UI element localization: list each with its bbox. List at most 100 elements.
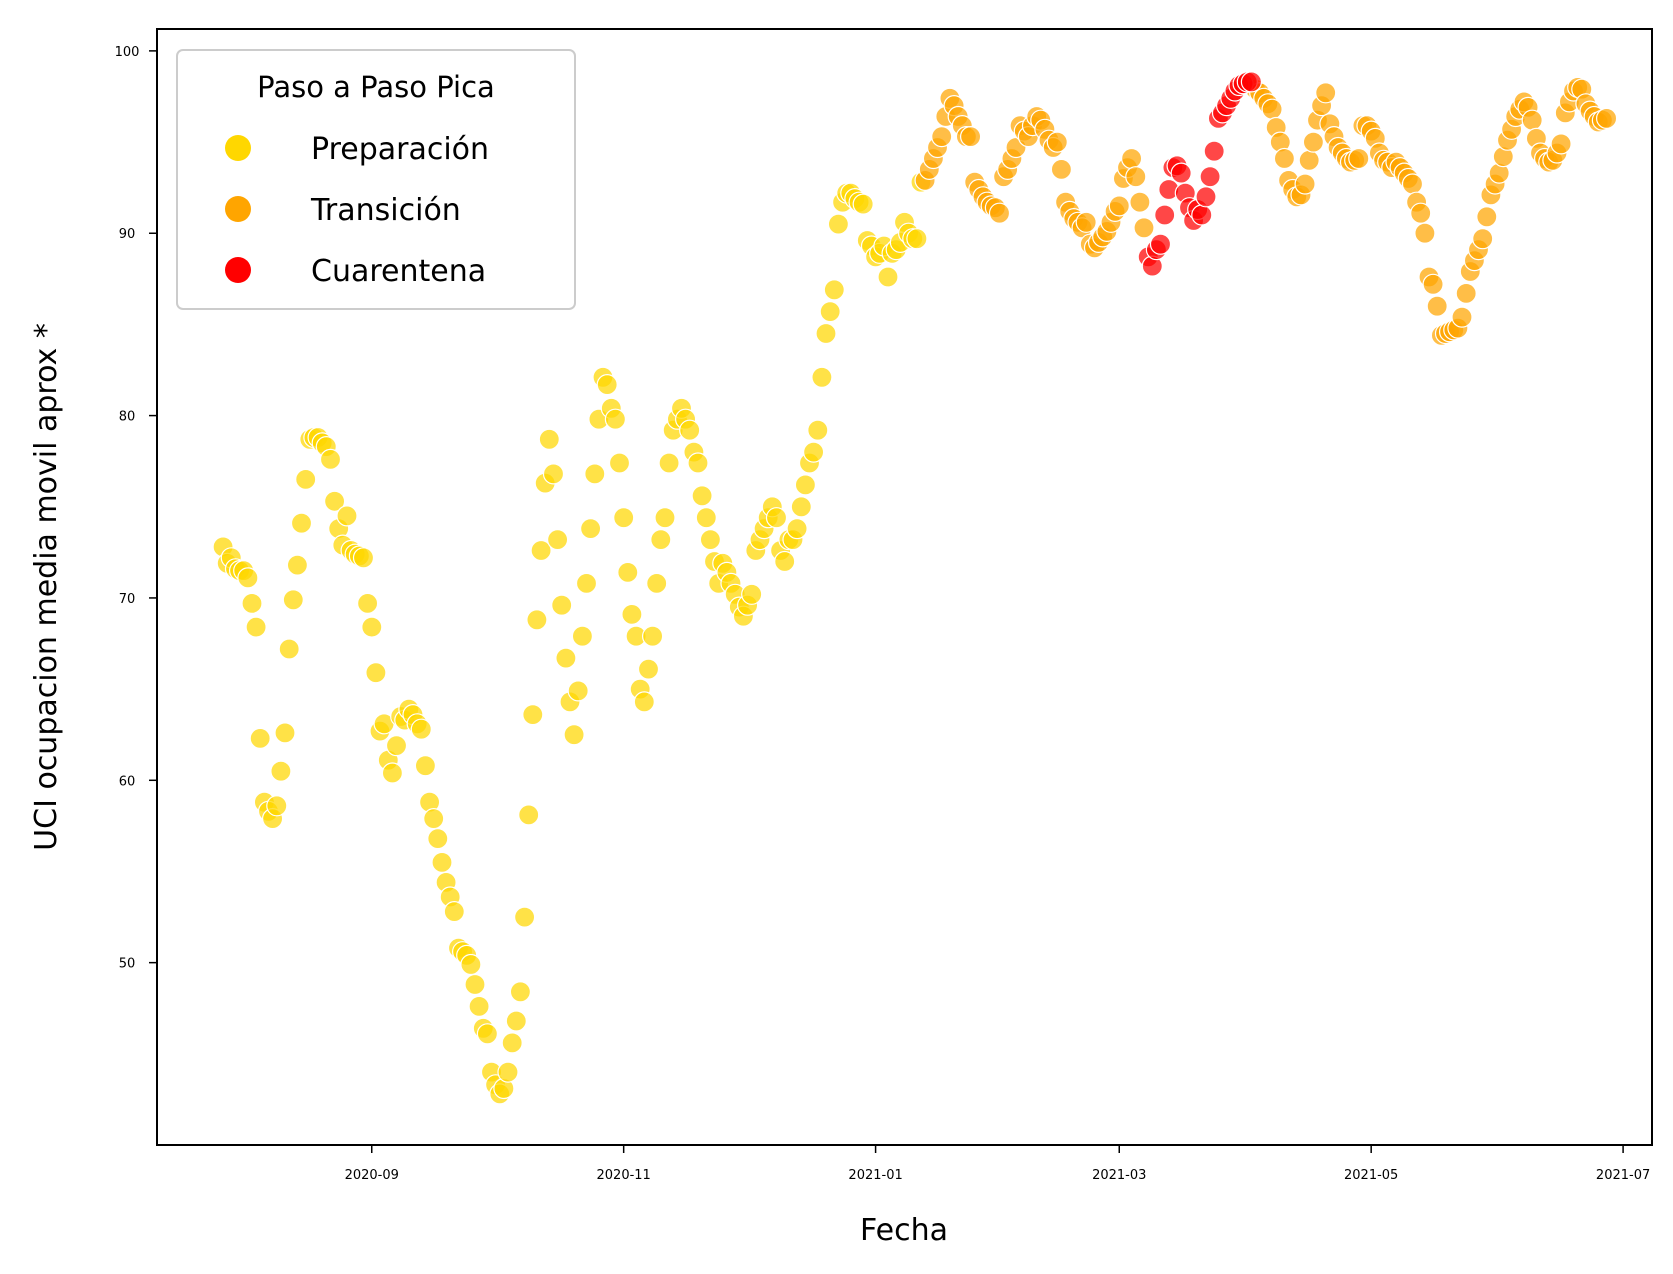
data-point [1129, 191, 1151, 213]
data-point [774, 550, 796, 573]
data-point [410, 718, 432, 740]
data-point [546, 528, 569, 551]
data-point [385, 734, 408, 757]
data-point [295, 468, 317, 490]
data-point [613, 507, 635, 529]
data-point [427, 827, 449, 850]
x-tick-label: 2021-01 [848, 1168, 902, 1183]
data-point [245, 616, 267, 638]
data-point [1261, 98, 1283, 120]
data-point [617, 561, 639, 584]
data-point [637, 658, 660, 680]
data-point [1075, 211, 1097, 233]
data-point [1414, 222, 1436, 244]
legend-label: Cuarentena [311, 254, 486, 289]
data-point [823, 279, 845, 301]
legend-box [176, 49, 576, 310]
x-axis-label: Fecha [860, 1213, 948, 1248]
data-point [827, 213, 850, 235]
data-point [699, 528, 722, 551]
y-tick-label: 60 [119, 774, 136, 789]
data-point [361, 616, 383, 638]
y-tick-label: 50 [119, 957, 136, 972]
data-point [1125, 166, 1147, 188]
series-preparación [212, 171, 932, 1105]
data-point [877, 266, 899, 288]
data-point [1046, 131, 1068, 153]
data-point [608, 452, 631, 474]
data-point [641, 625, 664, 647]
data-point [695, 507, 717, 529]
data-point [423, 807, 445, 830]
data-point [765, 507, 788, 529]
data-point [1455, 282, 1477, 304]
x-axis-ticks: 2020-09 2020-11 2021-01 2021-03 2021-05 2021-… [345, 1145, 1650, 1183]
data-point [1050, 158, 1073, 180]
y-tick-label: 80 [119, 410, 136, 425]
data-point [906, 228, 928, 250]
data-point [518, 804, 540, 826]
data-point [959, 126, 982, 148]
data-point [290, 512, 313, 534]
y-axis-label: UCI ocupacion media movil aprox * [29, 323, 64, 851]
data-point [476, 1023, 498, 1045]
data-point [1298, 149, 1320, 171]
x-tick-label: 2020-11 [597, 1168, 651, 1183]
x-tick-label: 2021-07 [1596, 1168, 1650, 1183]
data-point [679, 419, 701, 441]
data-point [1108, 195, 1130, 217]
data-point [352, 547, 375, 569]
data-point [1273, 147, 1296, 170]
data-point [790, 496, 812, 518]
data-point [468, 995, 490, 1018]
data-point [1472, 228, 1494, 250]
data-point [414, 755, 436, 777]
data-point [501, 1032, 523, 1054]
legend-marker [225, 257, 251, 283]
data-point [241, 592, 263, 615]
data-point [237, 567, 259, 589]
x-tick-label: 2021-03 [1092, 1168, 1146, 1183]
data-point [530, 539, 552, 562]
legend-marker [225, 135, 251, 161]
data-point [579, 517, 602, 540]
data-point [1550, 133, 1572, 155]
data-point [381, 762, 403, 784]
data-point [988, 202, 1011, 224]
data-point [567, 680, 589, 702]
data-point [365, 662, 387, 684]
data-point [266, 795, 288, 817]
data-point [1133, 217, 1155, 239]
data-point [786, 517, 808, 540]
data-point [650, 528, 672, 551]
y-axis-ticks: 50 60 70 80 90 100 [115, 45, 157, 972]
data-point [1302, 131, 1325, 153]
data-point [1422, 273, 1444, 295]
data-point [658, 452, 680, 474]
data-point [1401, 173, 1424, 195]
data-point [687, 452, 709, 474]
data-point [1191, 204, 1213, 226]
data-point [1203, 140, 1225, 162]
series-cuarentena [1137, 71, 1263, 277]
data-point [319, 448, 342, 470]
data-points [212, 71, 1618, 1105]
y-tick-label: 90 [119, 227, 136, 242]
data-point [526, 609, 548, 631]
plot-area-frame [156, 28, 1653, 1146]
data-point [1170, 162, 1192, 184]
data-point [460, 953, 482, 976]
data-point [584, 463, 606, 485]
data-point [270, 760, 292, 782]
data-point [542, 463, 565, 485]
data-point [522, 703, 544, 726]
data-point [621, 603, 643, 626]
x-tick-label: 2021-05 [1344, 1168, 1398, 1183]
data-point [1120, 147, 1143, 170]
data-point [1410, 202, 1432, 224]
data-point [807, 419, 829, 441]
data-point [604, 408, 627, 430]
legend-label: Preparación [311, 132, 489, 167]
data-point [249, 727, 271, 750]
